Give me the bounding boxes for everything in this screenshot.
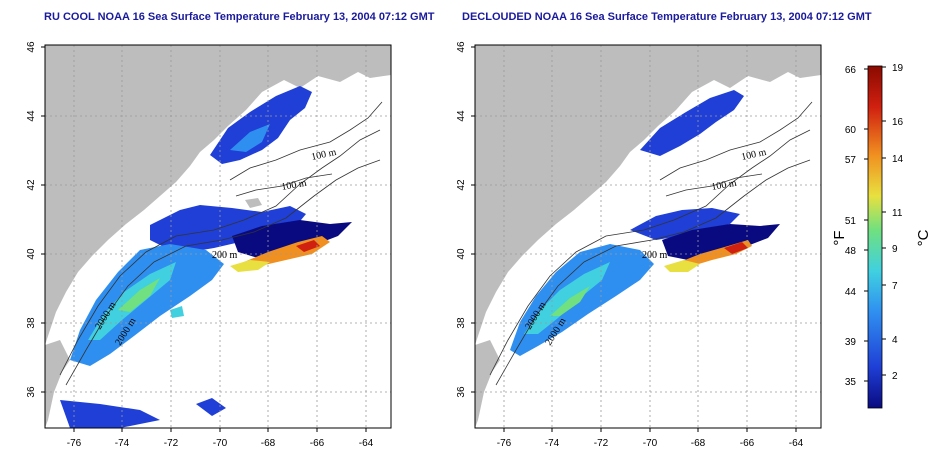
left-panel-title: RU COOL NOAA 16 Sea Surface Temperature … bbox=[44, 11, 435, 23]
lat-tick-label: 44 bbox=[456, 110, 467, 122]
right-map-frame bbox=[474, 44, 822, 429]
colorbar-f-tick: 35 bbox=[845, 377, 857, 388]
sst-field-shelf bbox=[70, 244, 224, 366]
lat-tick-label: 36 bbox=[456, 386, 467, 398]
colorbar-c-tick: 14 bbox=[892, 154, 904, 165]
colorbar-unit-fahrenheit: °F bbox=[831, 230, 848, 245]
colorbar-f-tick: 60 bbox=[845, 125, 857, 136]
right-axis bbox=[471, 46, 797, 432]
colorbar-c-tick: 2 bbox=[892, 371, 898, 382]
lon-tick-label: -76 bbox=[67, 438, 82, 449]
contour-label: 200 m bbox=[642, 250, 668, 261]
right-panel-title: DECLOUDED NOAA 16 Sea Surface Temperatur… bbox=[462, 11, 872, 23]
lon-tick-label: -74 bbox=[545, 438, 560, 449]
lat-tick-label: 38 bbox=[26, 317, 37, 329]
colorbar-c-tick: 19 bbox=[892, 63, 904, 74]
colorbar-f-tick: 39 bbox=[845, 337, 857, 348]
colorbar-f-tick: 66 bbox=[845, 65, 857, 76]
lat-tick-label: 36 bbox=[26, 386, 37, 398]
left-map-frame bbox=[44, 44, 392, 429]
lat-tick-label: 42 bbox=[456, 179, 467, 191]
sst-field-north bbox=[640, 90, 744, 156]
lon-tick-label: -68 bbox=[691, 438, 706, 449]
contour-label: 100 m bbox=[740, 147, 767, 163]
colorbar-f-tick: 57 bbox=[845, 155, 857, 166]
right-grid bbox=[475, 45, 821, 428]
right-bathymetry-contours bbox=[489, 101, 813, 386]
lon-tick-label: -74 bbox=[115, 438, 130, 449]
colorbar-c-tick: 11 bbox=[892, 208, 903, 219]
colorbar-f-tick: 44 bbox=[845, 287, 857, 298]
colorbar-c-tick: 16 bbox=[892, 117, 904, 128]
left-grid bbox=[45, 45, 391, 428]
lat-tick-label: 46 bbox=[456, 41, 467, 53]
lat-tick-label: 44 bbox=[26, 110, 37, 122]
left-map: 100 m 100 m 200 m 2000 m 2000 m bbox=[45, 45, 391, 428]
lon-tick-label: -72 bbox=[164, 438, 179, 449]
sst-field-shelf bbox=[510, 244, 654, 356]
left-bathymetry-contours bbox=[59, 101, 383, 386]
contour-label: 200 m bbox=[212, 250, 238, 261]
lat-tick-label: 42 bbox=[26, 179, 37, 191]
contour-label: 100 m bbox=[281, 178, 308, 193]
land-mass bbox=[475, 45, 821, 345]
colorbar-f-tick: 51 bbox=[845, 216, 857, 227]
contour-label: 100 m bbox=[310, 147, 337, 163]
lon-tick-label: -64 bbox=[359, 438, 374, 449]
lat-tick-label: 46 bbox=[26, 41, 37, 53]
colorbar-f-tick: 48 bbox=[845, 246, 857, 257]
contour-label: 100 m bbox=[711, 178, 738, 193]
lon-tick-label: -66 bbox=[740, 438, 755, 449]
lat-tick-label: 40 bbox=[456, 248, 467, 260]
lat-tick-label: 38 bbox=[456, 317, 467, 329]
land-mass bbox=[45, 45, 391, 345]
lon-tick-label: -66 bbox=[310, 438, 325, 449]
left-axis bbox=[41, 46, 367, 432]
lon-tick-label: -76 bbox=[497, 438, 512, 449]
colorbar-unit-celsius: °C bbox=[915, 229, 932, 246]
lat-tick-label: 40 bbox=[26, 248, 37, 260]
lon-tick-label: -64 bbox=[789, 438, 804, 449]
colorbar-c-tick: 7 bbox=[892, 281, 898, 292]
colorbar-gradient bbox=[867, 65, 883, 409]
right-map: 100 m 100 m 200 m 2000 m 2000 m bbox=[475, 45, 821, 428]
colorbar-c-tick: 4 bbox=[892, 335, 898, 346]
sst-field-north bbox=[210, 86, 312, 164]
colorbar: 66 60 57 51 48 44 39 35 19 16 14 11 9 7 … bbox=[831, 63, 932, 409]
lon-tick-label: -72 bbox=[594, 438, 609, 449]
lon-tick-label: -68 bbox=[261, 438, 276, 449]
lon-tick-label: -70 bbox=[213, 438, 228, 449]
lon-tick-label: -70 bbox=[643, 438, 658, 449]
colorbar-c-tick: 9 bbox=[892, 244, 898, 255]
